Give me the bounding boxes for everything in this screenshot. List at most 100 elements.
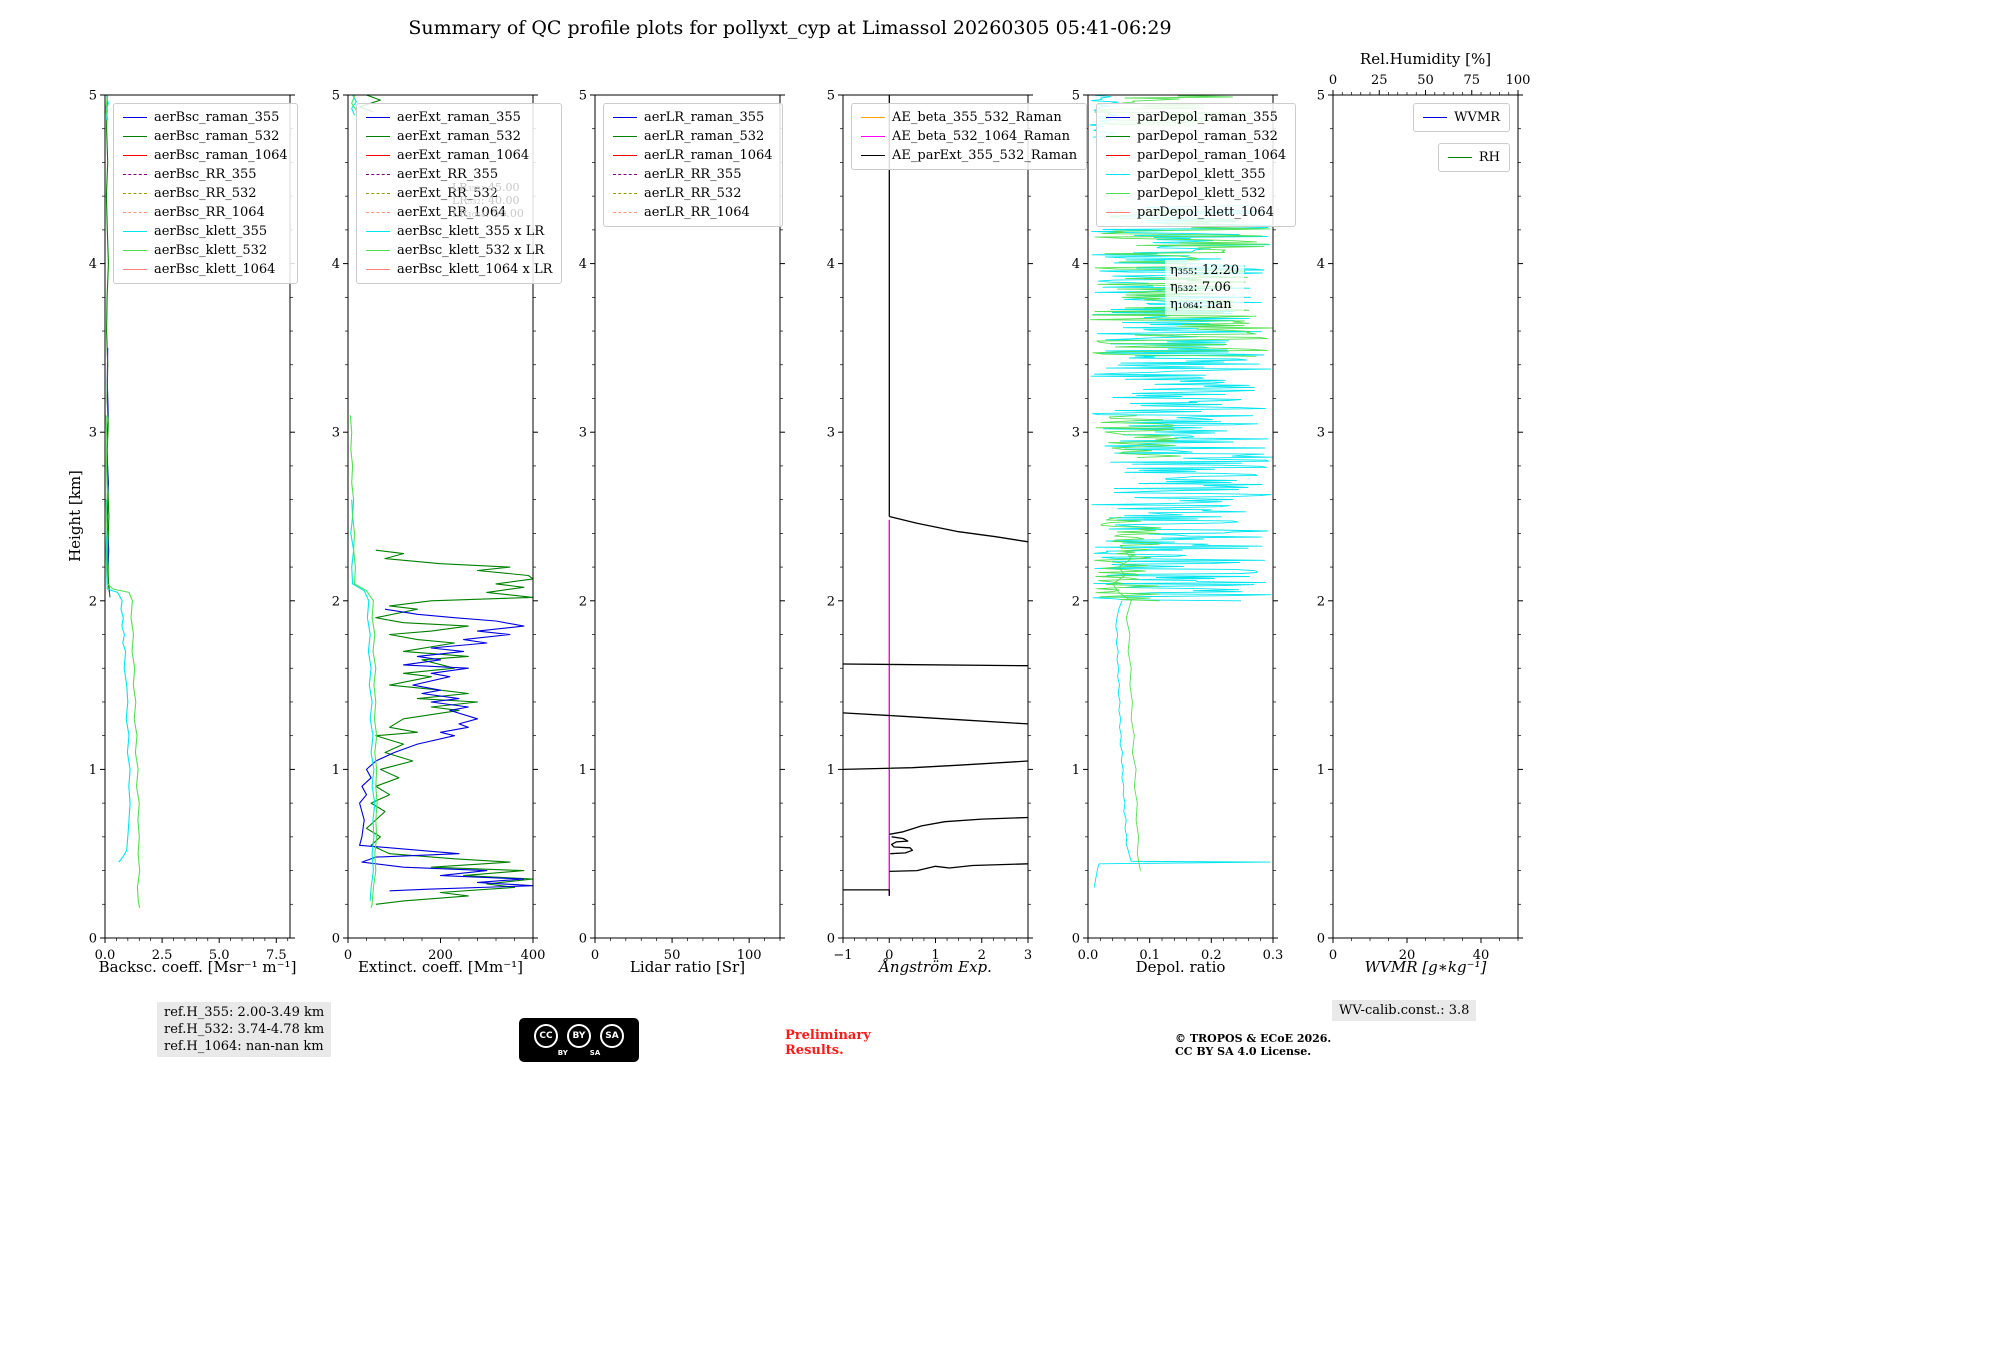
- y-tick-label: 2: [579, 594, 587, 609]
- series-aerBsc_klett_532 x LR: [349, 415, 378, 908]
- legend-item: aerBsc_raman_532: [123, 127, 288, 146]
- legend-item: aerExt_raman_532: [366, 127, 552, 146]
- y-tick-label: 1: [1072, 763, 1080, 778]
- cc-by-caption: BY: [557, 1048, 568, 1057]
- y-tick-label: 5: [579, 89, 587, 104]
- legend-line-sample: [1447, 157, 1472, 158]
- legend-line-sample: [123, 269, 147, 270]
- x-tick-label: 1: [931, 948, 939, 963]
- series-parDepol_klett_532: [1112, 549, 1141, 871]
- legend-line-sample: [366, 136, 390, 137]
- series-AE_parExt_355_532_Raman: [890, 836, 914, 855]
- legend-label: aerBsc_klett_355 x LR: [397, 224, 545, 239]
- y-tick-label: 3: [1072, 426, 1080, 441]
- legend-label: parDepol_klett_532: [1137, 186, 1266, 201]
- y-tick-label: 0: [1072, 932, 1080, 947]
- legend-line-sample: [1423, 117, 1448, 118]
- legend-item: aerBsc_RR_532: [123, 184, 288, 203]
- legend-item: AE_beta_355_532_Raman: [861, 108, 1077, 127]
- legend-depol: parDepol_raman_355 parDepol_raman_532 parD…: [1096, 103, 1297, 227]
- legend-item: parDepol_klett_532: [1106, 184, 1286, 203]
- legend-line-sample: [861, 155, 885, 156]
- y-tick-label: 1: [89, 763, 97, 778]
- cc-badge-icons: CC BY SA: [534, 1023, 624, 1048]
- legend-line-sample: [366, 250, 390, 251]
- y-tick-label: 1: [332, 763, 340, 778]
- legend-item: aerBsc_RR_1064: [123, 203, 288, 222]
- legend-label: aerExt_raman_532: [397, 129, 521, 144]
- legend-wvmr: RH: [1437, 143, 1510, 172]
- annotation-line: LR₃₅₅: 45.00: [452, 181, 520, 194]
- legend-item: aerLR_RR_532: [613, 184, 773, 203]
- legend-item: WVMR: [1423, 108, 1500, 127]
- legend-line-sample: [1106, 174, 1130, 175]
- legend-line-sample: [613, 212, 637, 213]
- legend-line-sample: [123, 155, 147, 156]
- y-tick-label: 0: [332, 932, 340, 947]
- legend-item: aerBsc_raman_1064: [123, 146, 288, 165]
- y-tick-label: 4: [1317, 257, 1325, 272]
- annotation-line: LR₁₀₆₄: 50.00: [452, 207, 524, 220]
- y-tick-label: 0: [579, 932, 587, 947]
- legend-line-sample: [366, 212, 390, 213]
- panel-frame: [1332, 94, 1519, 939]
- legend-label: aerLR_raman_1064: [644, 148, 773, 163]
- wv-calib-constant: WV-calib.const.: 3.8: [1332, 1000, 1477, 1021]
- legend-label: aerBsc_klett_532 x LR: [397, 243, 545, 258]
- y-axis-label: Height [km]: [66, 470, 84, 562]
- legend-label: aerExt_raman_1064: [397, 148, 530, 163]
- legend-line-sample: [366, 155, 390, 156]
- legend-item: aerBsc_klett_355: [123, 222, 288, 241]
- legend-label: AE_beta_532_1064_Raman: [892, 129, 1071, 144]
- legend-item: aerExt_raman_355: [366, 108, 552, 127]
- top-x-tick-label: 100: [1506, 73, 1531, 88]
- legend-line-sample: [1106, 212, 1130, 213]
- legend-line-sample: [123, 231, 147, 232]
- legend-item: aerLR_RR_355: [613, 165, 773, 184]
- y-tick-label: 2: [89, 594, 97, 609]
- legend-item: AE_parExt_355_532_Raman: [861, 146, 1077, 165]
- legend-label: parDepol_klett_355: [1137, 167, 1266, 182]
- legend-item: aerBsc_klett_532: [123, 241, 288, 260]
- legend-item: aerBsc_klett_532 x LR: [366, 241, 552, 260]
- y-tick-label: 5: [827, 89, 835, 104]
- series-aerBsc_klett_355 x LR: [351, 95, 357, 116]
- x-tick-label: 0: [344, 948, 352, 963]
- legend-item: parDepol_raman_355: [1106, 108, 1286, 127]
- legend-item: RH: [1447, 148, 1500, 167]
- legend-label: RH: [1478, 150, 1500, 165]
- preliminary-results-note: Preliminary Results.: [785, 1028, 871, 1058]
- legend-label: aerBsc_raman_1064: [154, 148, 288, 163]
- legend-line-sample: [613, 117, 637, 118]
- legend-label: aerLR_raman_355: [644, 110, 765, 125]
- x-tick-label: 0.0: [95, 948, 116, 963]
- x-tick-label: 0.2: [1201, 948, 1222, 963]
- legend-label: AE_beta_355_532_Raman: [892, 110, 1062, 125]
- annotation-line: η₃₅₅: 12.20: [1170, 263, 1240, 278]
- legend-label: aerLR_RR_1064: [644, 205, 750, 220]
- legend-item: parDepol_raman_532: [1106, 127, 1286, 146]
- legend-item: parDepol_klett_355: [1106, 165, 1286, 184]
- legend-lidar-ratio: aerLR_raman_355 aerLR_raman_532 aerLR_rama…: [603, 103, 783, 227]
- panel-frame: [104, 94, 291, 939]
- legend-line-sample: [1106, 193, 1130, 194]
- ref-height-1064: ref.H_1064: nan-nan km: [164, 1039, 324, 1054]
- legend-angstroem: AE_beta_355_532_Raman AE_beta_532_1064_Ra…: [851, 103, 1088, 170]
- series-AE_parExt_355_532_Raman: [889, 816, 1028, 835]
- legend-line-sample: [366, 193, 390, 194]
- legend-line-sample: [1106, 117, 1130, 118]
- y-tick-label: 4: [89, 257, 97, 272]
- legend-label: aerBsc_RR_355: [154, 167, 257, 182]
- panel-frame: [594, 94, 781, 939]
- legend-label: aerExt_RR_355: [397, 167, 499, 182]
- x-tick-label: 0: [1329, 948, 1337, 963]
- legend-line-sample: [613, 193, 637, 194]
- legend-line-sample: [123, 136, 147, 137]
- legend-label: parDepol_klett_1064: [1137, 205, 1274, 220]
- top-x-tick-label: 0: [1329, 73, 1337, 88]
- top-x-tick-label: 75: [1463, 73, 1480, 88]
- x-tick-label: 0: [885, 948, 893, 963]
- legend-item: aerBsc_klett_1064 x LR: [366, 260, 552, 279]
- y-tick-label: 5: [89, 89, 97, 104]
- x-tick-label: 100: [737, 948, 762, 963]
